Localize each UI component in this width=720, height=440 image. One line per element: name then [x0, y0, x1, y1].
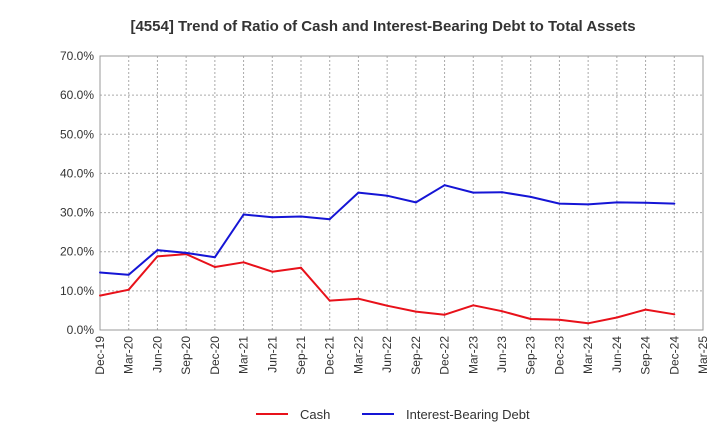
data-point — [156, 249, 159, 252]
data-point — [615, 316, 618, 319]
data-point — [558, 202, 561, 205]
data-point — [271, 270, 274, 273]
legend-label: Cash — [300, 407, 330, 422]
data-point — [529, 195, 532, 198]
data-point — [472, 191, 475, 194]
x-axis: Dec-19 Mar-20 Jun-20 Sep-20 Dec-20 Mar-21 Jun-… — [93, 336, 710, 375]
y-tick-label: 10.0% — [60, 284, 94, 298]
y-tick-label: 60.0% — [60, 88, 94, 102]
y-tick-label: 20.0% — [60, 245, 94, 259]
data-point — [300, 266, 302, 269]
x-tick-label: Mar-23 — [466, 336, 480, 374]
x-tick-label: Mar-25 — [696, 336, 710, 374]
data-point — [644, 308, 647, 311]
data-point — [156, 255, 159, 258]
data-point — [99, 294, 101, 297]
legend-label: Interest-Bearing Debt — [406, 407, 530, 422]
data-point — [414, 310, 417, 313]
data-point — [414, 201, 417, 204]
x-tick-label: Mar-20 — [122, 336, 136, 374]
data-point — [213, 265, 216, 268]
x-tick-label: Mar-22 — [351, 336, 365, 374]
data-point — [213, 256, 216, 259]
data-point — [99, 271, 101, 274]
x-tick-label: Mar-24 — [581, 336, 595, 374]
plot-frame — [99, 55, 704, 331]
data-point — [242, 213, 245, 216]
x-tick-label: Jun-23 — [495, 336, 509, 373]
y-tick-label: 0.0% — [67, 323, 95, 337]
data-point — [587, 203, 590, 206]
y-tick-label: 50.0% — [60, 127, 94, 141]
x-tick-label: Sep-20 — [179, 336, 193, 375]
data-point — [558, 318, 561, 321]
data-point — [328, 218, 331, 221]
y-tick-label: 70.0% — [60, 49, 94, 63]
gridlines — [99, 55, 704, 331]
x-tick-label: Jun-20 — [150, 336, 164, 373]
series-layer — [99, 184, 676, 325]
x-tick-label: Dec-22 — [438, 336, 452, 375]
data-point — [443, 313, 446, 316]
x-tick-label: Sep-24 — [639, 336, 653, 375]
x-tick-label: Sep-23 — [524, 336, 538, 375]
y-tick-label: 30.0% — [60, 206, 94, 220]
data-point — [501, 191, 503, 194]
y-axis: 0.0% 10.0% 20.0% 30.0% 40.0% 50.0% 60.0% 70.0% — [60, 49, 94, 337]
x-tick-label: Dec-19 — [93, 336, 107, 375]
data-point — [472, 304, 475, 307]
chart-title: [4554] Trend of Ratio of Cash and Intere… — [130, 18, 635, 35]
x-tick-label: Sep-21 — [294, 336, 308, 375]
data-point — [673, 202, 676, 205]
x-tick-label: Dec-20 — [208, 336, 222, 375]
x-tick-label: Mar-21 — [237, 336, 251, 374]
data-point — [443, 184, 446, 187]
data-point — [673, 313, 676, 316]
data-point — [328, 299, 331, 302]
x-tick-label: Jun-22 — [380, 336, 394, 373]
x-tick-label: Sep-22 — [409, 336, 423, 375]
data-point — [386, 194, 389, 197]
data-point — [242, 261, 245, 264]
x-tick-label: Dec-23 — [552, 336, 566, 375]
data-point — [644, 201, 647, 204]
y-tick-label: 40.0% — [60, 166, 94, 180]
data-point — [587, 322, 590, 325]
legend: Cash Interest-Bearing Debt — [256, 407, 530, 422]
x-tick-label: Jun-24 — [610, 336, 624, 373]
data-point — [386, 304, 389, 307]
x-tick-label: Dec-24 — [667, 336, 681, 375]
data-point — [271, 216, 274, 219]
data-point — [357, 191, 360, 194]
data-point — [300, 215, 302, 218]
data-point — [529, 318, 532, 321]
data-point — [127, 288, 130, 291]
data-point — [127, 273, 130, 276]
data-point — [185, 251, 188, 254]
data-point — [357, 297, 360, 300]
data-point — [501, 310, 503, 313]
x-tick-label: Jun-21 — [265, 336, 279, 373]
x-tick-label: Dec-21 — [323, 336, 337, 375]
data-point — [615, 201, 618, 204]
